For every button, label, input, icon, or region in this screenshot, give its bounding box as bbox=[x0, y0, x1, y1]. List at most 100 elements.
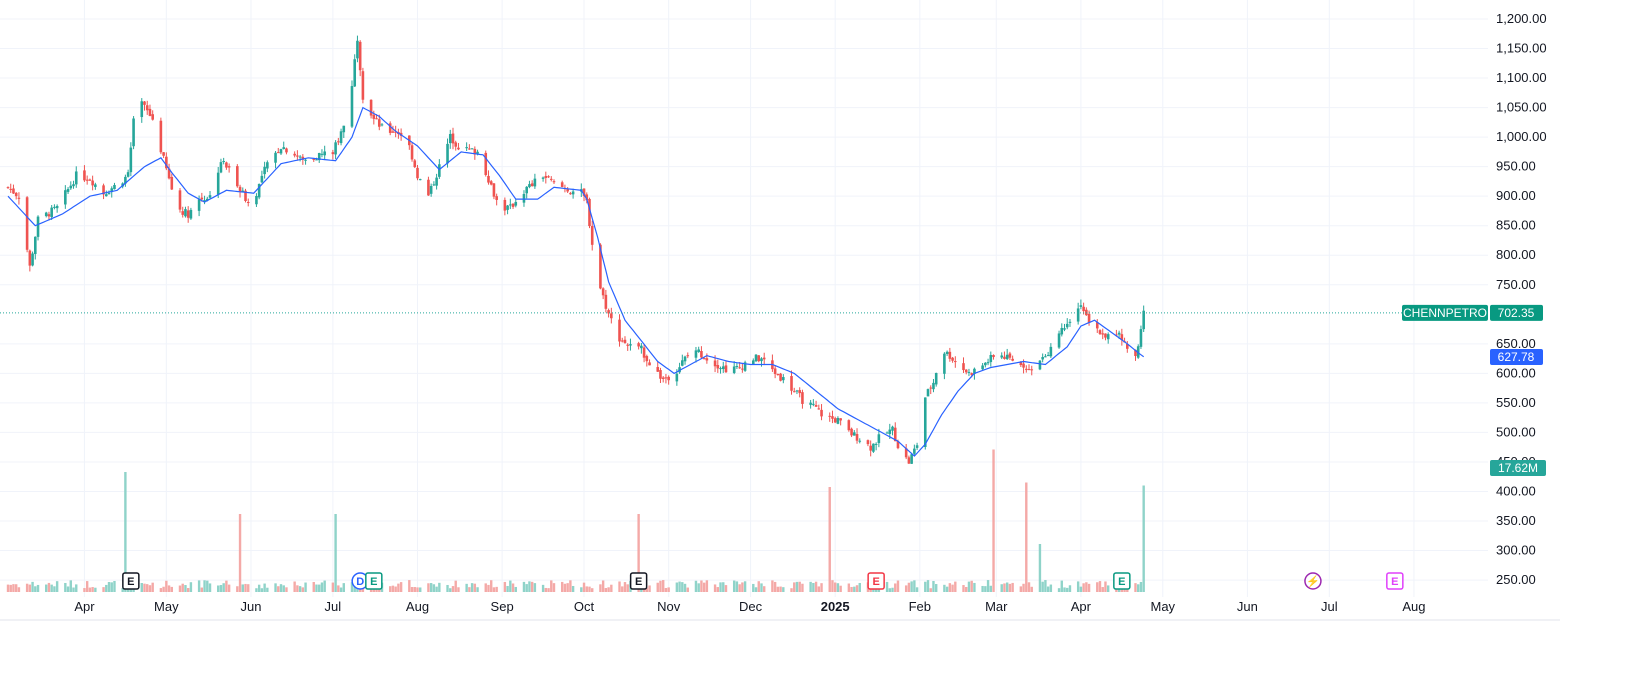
candle-body bbox=[72, 184, 75, 187]
candle-body bbox=[1087, 313, 1091, 323]
candle-body bbox=[391, 131, 395, 133]
volume-bar bbox=[222, 583, 225, 592]
volume-bar bbox=[293, 581, 296, 592]
x-tick-label: Nov bbox=[657, 599, 681, 614]
candle-body bbox=[683, 356, 687, 362]
volume-bar bbox=[465, 583, 468, 592]
candle-body bbox=[279, 149, 283, 154]
candle-body bbox=[34, 236, 37, 255]
candle-body bbox=[1027, 369, 1031, 371]
candle-body bbox=[83, 170, 86, 181]
candle-body bbox=[1046, 355, 1050, 357]
candle-body bbox=[847, 420, 851, 431]
volume-bar bbox=[487, 584, 490, 592]
volume-bar bbox=[752, 583, 755, 592]
volume-bar bbox=[662, 580, 665, 592]
candle-body bbox=[831, 416, 834, 419]
candle-body bbox=[964, 369, 968, 373]
candle-body bbox=[888, 429, 892, 434]
volume-bar bbox=[1060, 580, 1063, 592]
candle-body bbox=[238, 186, 242, 192]
volume-bar bbox=[1057, 588, 1061, 592]
candle-body bbox=[350, 86, 354, 127]
candle-body bbox=[757, 355, 761, 362]
volume-bar bbox=[47, 582, 51, 592]
volume-bar bbox=[782, 587, 785, 592]
candle-body bbox=[962, 363, 965, 371]
candle-body bbox=[511, 203, 515, 207]
candle-body bbox=[47, 214, 51, 217]
volume-bar bbox=[943, 584, 946, 592]
volume-bar bbox=[358, 588, 362, 592]
volume-bar bbox=[1046, 586, 1050, 592]
candle-body bbox=[255, 196, 258, 205]
volume-bar bbox=[285, 587, 288, 592]
volume-bar bbox=[888, 588, 891, 592]
volume-bar bbox=[165, 580, 168, 592]
y-tick-label: 300.00 bbox=[1496, 543, 1536, 558]
candle-body bbox=[107, 192, 111, 195]
candle-body bbox=[197, 199, 201, 211]
volume-bar bbox=[159, 588, 163, 592]
candle-body bbox=[588, 198, 591, 227]
candle-body bbox=[178, 190, 182, 210]
candle-body bbox=[339, 131, 343, 144]
volume-bar bbox=[88, 587, 92, 592]
volume-bar bbox=[828, 487, 831, 592]
volume-bar bbox=[263, 583, 266, 592]
volume-bar bbox=[741, 582, 744, 592]
candle-body bbox=[724, 365, 728, 373]
candle-body bbox=[705, 358, 709, 361]
event-marker-label: ⚡ bbox=[1306, 575, 1320, 588]
volume-bar bbox=[973, 582, 976, 592]
volume-bar bbox=[178, 585, 182, 592]
volume-bar bbox=[885, 581, 889, 592]
candle-body bbox=[320, 153, 324, 155]
price-axis[interactable]: 1,200.00 1,150.00 1,100.00 1,050.00 1,000.00… bbox=[1496, 11, 1547, 587]
y-tick-label: 1,200.00 bbox=[1496, 11, 1547, 26]
volume-bar bbox=[255, 588, 258, 592]
y-tick-label: 350.00 bbox=[1496, 513, 1536, 528]
candle-body bbox=[484, 152, 488, 175]
candle-body bbox=[222, 161, 225, 163]
candle-body bbox=[25, 197, 29, 250]
candle-body bbox=[549, 178, 553, 180]
candle-body bbox=[53, 206, 56, 208]
volume-bar bbox=[427, 583, 430, 592]
volume-bar bbox=[569, 580, 572, 592]
volume-bar bbox=[910, 581, 913, 592]
volume-bar bbox=[435, 586, 438, 592]
volume-bar bbox=[200, 587, 204, 592]
volume-bar bbox=[1025, 482, 1028, 592]
event-marker-label: D bbox=[356, 576, 364, 588]
candle-body bbox=[751, 360, 755, 364]
y-tick-label: 900.00 bbox=[1496, 188, 1536, 203]
candle-body bbox=[1063, 328, 1066, 330]
volume-bar bbox=[607, 587, 610, 592]
volume-bar bbox=[1063, 587, 1066, 592]
volume-bar bbox=[64, 582, 67, 592]
time-axis[interactable]: rAprMayJunJulAugSepOctNovDec2025FebMarAp… bbox=[0, 599, 1560, 621]
candlestick-series bbox=[6, 35, 1145, 464]
candle-body bbox=[1044, 356, 1047, 358]
volume-tag-value: 17.62M bbox=[1498, 461, 1538, 475]
candle-body bbox=[236, 166, 239, 187]
volume-bar bbox=[102, 587, 105, 592]
volume-bar bbox=[580, 587, 583, 592]
volume-bar bbox=[389, 586, 392, 592]
volume-bar bbox=[528, 581, 531, 592]
volume-bar bbox=[855, 585, 859, 592]
candle-body bbox=[216, 172, 220, 195]
candle-body bbox=[94, 184, 97, 187]
y-tick-label: 1,100.00 bbox=[1496, 70, 1547, 85]
candle-body bbox=[599, 244, 602, 289]
volume-bar bbox=[992, 449, 995, 592]
candle-body bbox=[1024, 368, 1028, 370]
volume-bar bbox=[1096, 582, 1099, 592]
volume-bar bbox=[514, 586, 517, 592]
volume-bar bbox=[1049, 584, 1053, 592]
volume-bar bbox=[279, 584, 283, 592]
candle-body bbox=[465, 147, 468, 149]
candle-body bbox=[623, 339, 627, 343]
